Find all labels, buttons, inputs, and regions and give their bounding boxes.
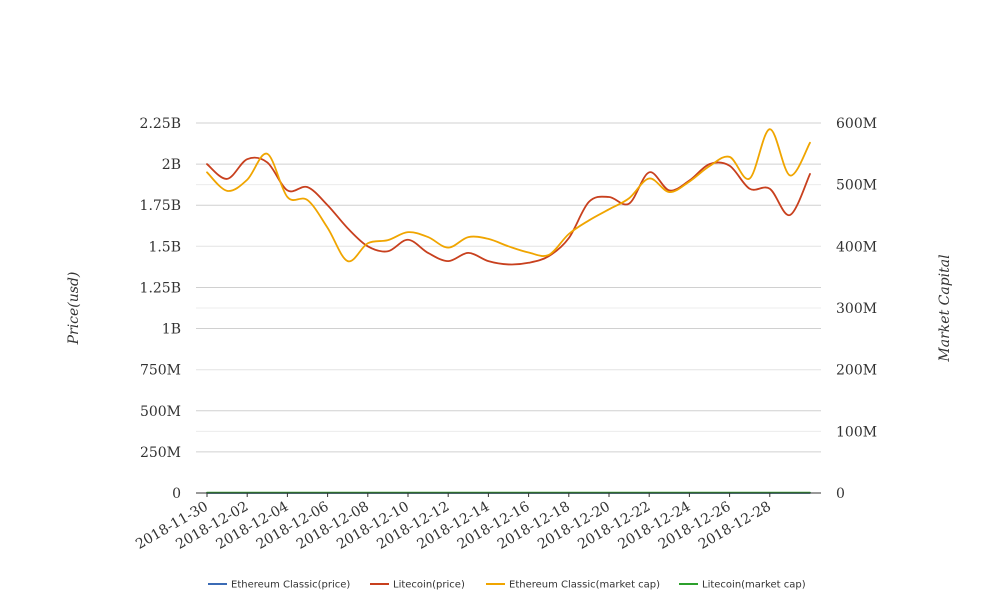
- series-lines: [206, 128, 811, 494]
- y2-tick-label: 400M: [836, 239, 877, 255]
- legend-label: Litecoin(market cap): [702, 580, 806, 591]
- y-axis-title: Price(usd): [66, 272, 82, 346]
- y-tick-label: 750M: [140, 363, 181, 379]
- legend-item-ethereum-classic-market-cap[interactable]: Ethereum Classic(market cap): [486, 580, 660, 591]
- y2-tick-label: 100M: [836, 424, 877, 440]
- y2-tick-label: 500M: [836, 178, 877, 194]
- legend-item-litecoin-market-cap[interactable]: Litecoin(market cap): [679, 580, 806, 591]
- legend-item-litecoin-price[interactable]: Litecoin(price): [370, 580, 465, 591]
- y-tick-label: 2.25B: [140, 116, 181, 132]
- series-line-ethereum-classic-market-cap: [206, 128, 811, 263]
- y2-tick-label: 600M: [836, 116, 877, 132]
- y-tick-label: 500M: [140, 404, 181, 420]
- y-tick-label: 1.5B: [148, 239, 181, 255]
- y-tick-label: 1.75B: [140, 198, 181, 214]
- y-tick-label: 1B: [162, 322, 181, 338]
- y-tick-label: 2B: [162, 157, 181, 173]
- legend-item-ethereum-classic-price[interactable]: Ethereum Classic(price): [208, 580, 350, 591]
- y2-tick-label: 300M: [836, 301, 877, 317]
- y-tick-label: 250M: [140, 445, 181, 461]
- y2-axis-title: Market Capital: [937, 254, 953, 362]
- y-tick-label: 0: [172, 486, 181, 502]
- y2-tick-label: 0: [836, 486, 845, 502]
- series-line-litecoin-price: [206, 156, 811, 266]
- y2-tick-label: 200M: [836, 363, 877, 379]
- legend-label: Ethereum Classic(market cap): [509, 580, 660, 591]
- y-tick-label: 1.25B: [140, 280, 181, 296]
- legend-label: Litecoin(price): [393, 580, 465, 591]
- legend-label: Ethereum Classic(price): [231, 580, 350, 591]
- grid: [196, 122, 821, 494]
- legend: Ethereum Classic(price) Litecoin(price) Et…: [208, 580, 806, 591]
